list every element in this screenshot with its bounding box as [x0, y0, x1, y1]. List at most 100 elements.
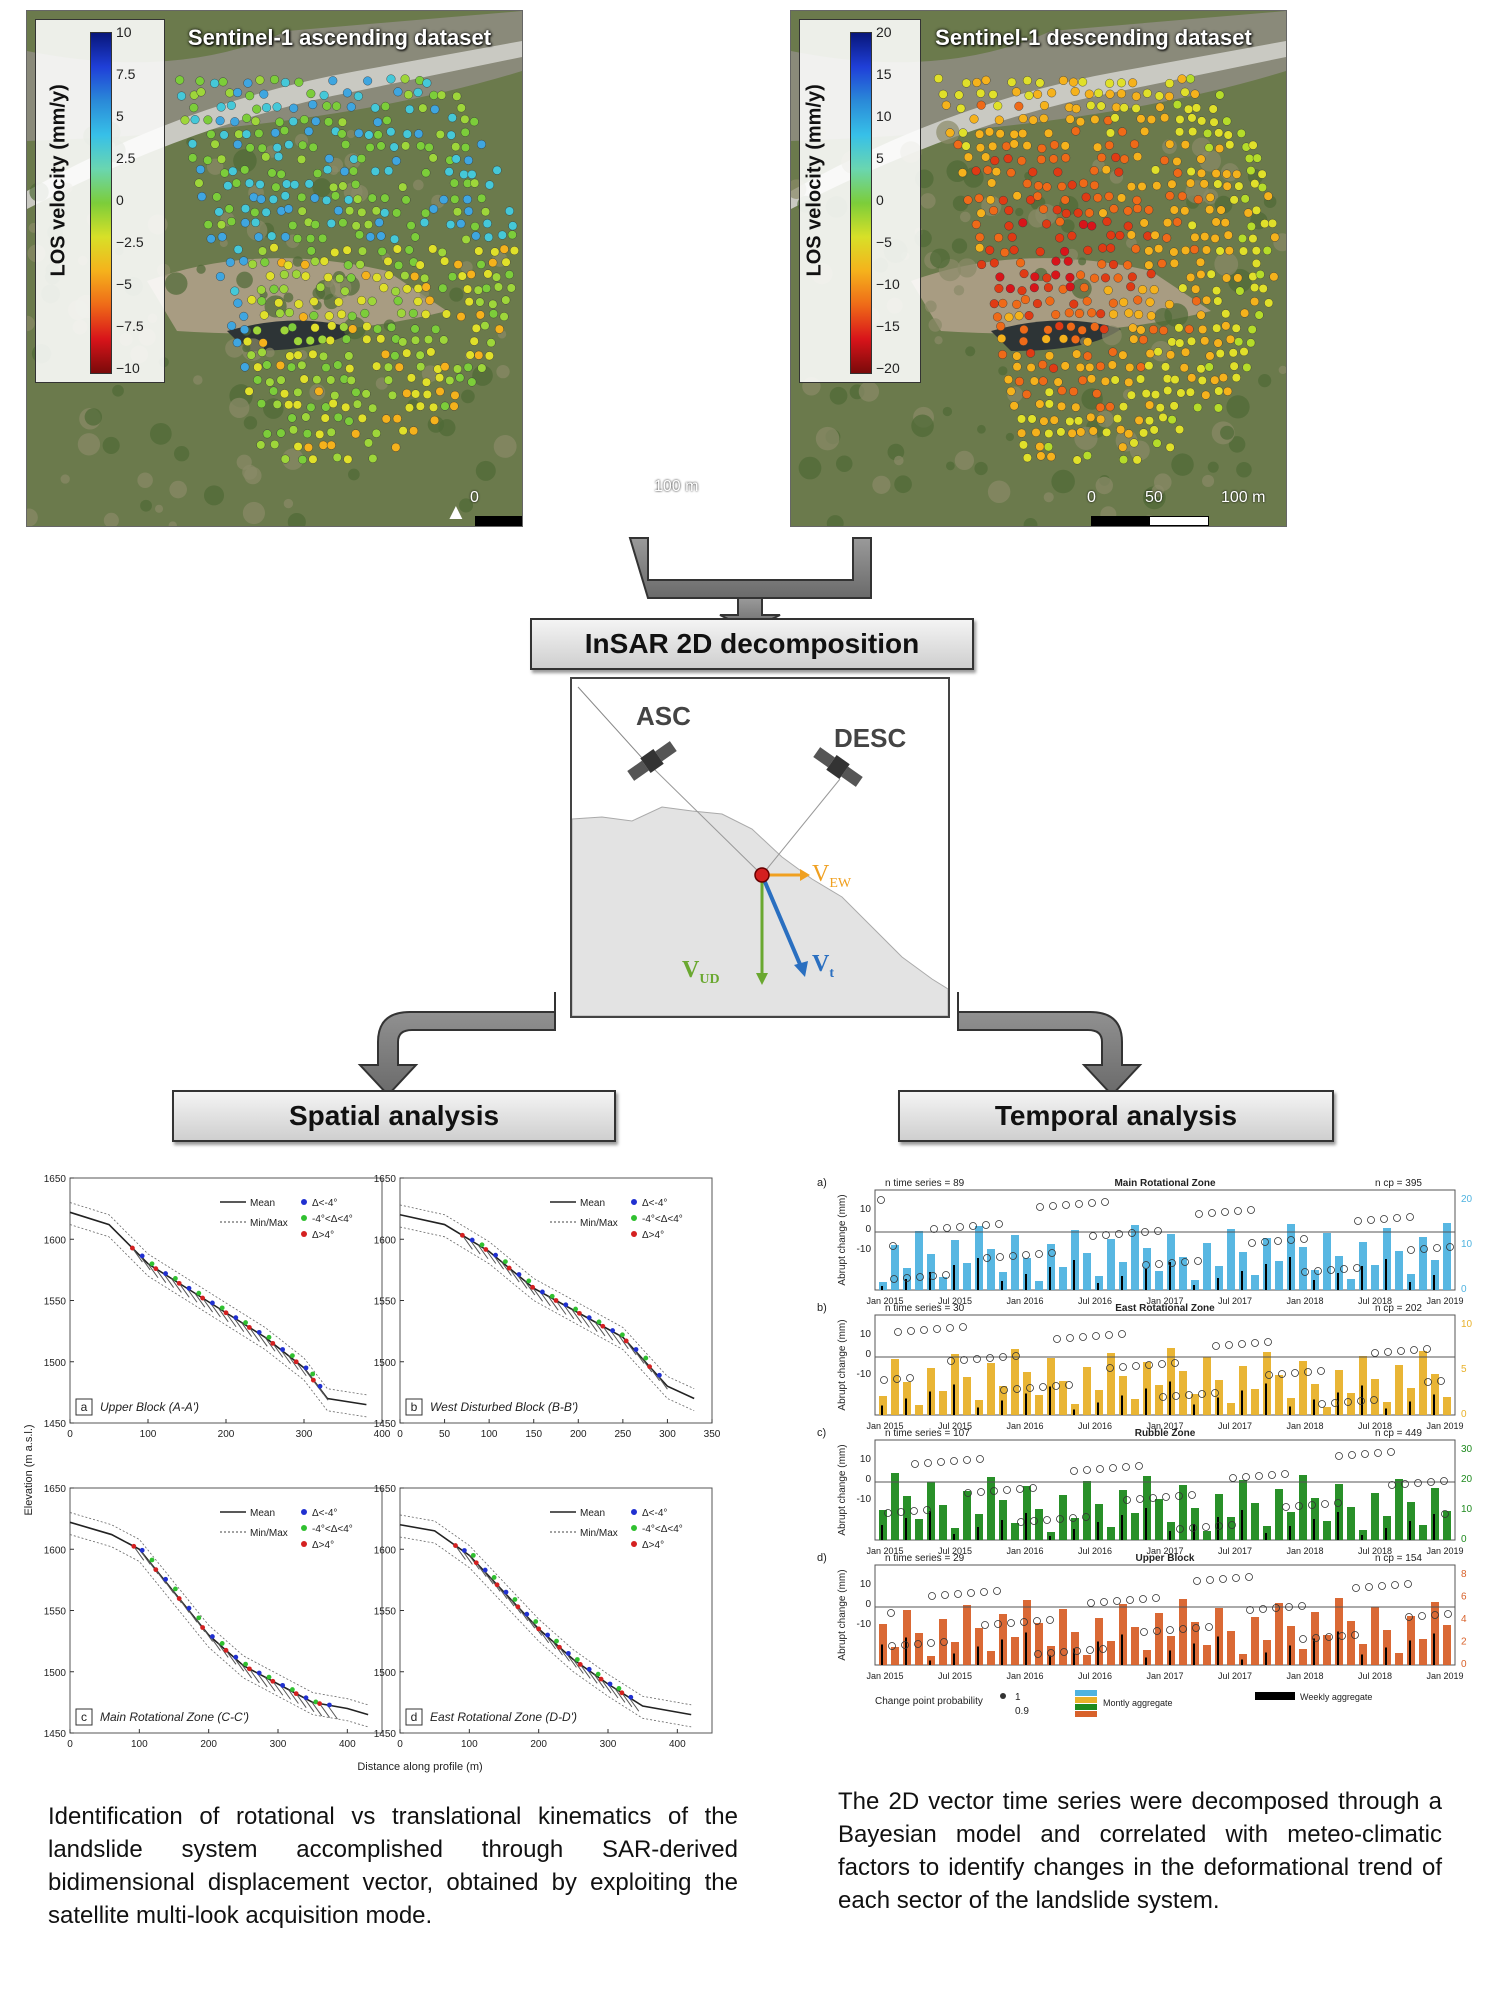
- measurement-point: [414, 129, 424, 139]
- change-point: [1268, 1471, 1276, 1479]
- ytick-label: 1450: [44, 1419, 67, 1430]
- change-point: [1135, 1462, 1143, 1470]
- measurement-point: [1114, 167, 1124, 177]
- vector-angle-dot: [566, 1650, 571, 1656]
- measurement-point: [288, 220, 298, 230]
- temporal-xtick: Jan 2017: [1146, 1296, 1183, 1306]
- displacement-vector: [578, 1313, 590, 1328]
- measurement-point: [1097, 153, 1107, 163]
- legend-monthly: Montly aggregate: [1103, 1698, 1173, 1708]
- vector-angle-dot: [554, 1638, 559, 1644]
- ascending-scale-0: 0: [470, 489, 479, 506]
- vector-angle-dot: [256, 1670, 262, 1676]
- weekly-bar: [1049, 1655, 1051, 1665]
- change-point: [1066, 1334, 1074, 1342]
- weekly-bar: [1313, 1280, 1315, 1290]
- vector-angle-dot: [557, 1644, 562, 1650]
- measurement-point: [244, 178, 254, 188]
- measurement-point: [297, 360, 307, 370]
- change-point: [1285, 1603, 1293, 1611]
- displacement-vector: [287, 1355, 299, 1370]
- monthly-bar: [891, 1359, 899, 1415]
- measurement-point: [1070, 87, 1080, 97]
- profile-axes: [69, 1487, 383, 1734]
- change-point: [1145, 1361, 1153, 1369]
- measurement-point: [348, 324, 358, 334]
- measurement-point: [1180, 140, 1190, 150]
- measurement-point: [188, 139, 198, 149]
- monthly-bar: [1107, 1353, 1115, 1415]
- weekly-bar: [1073, 1260, 1075, 1290]
- measurement-point: [256, 194, 266, 204]
- temporal-ncp: n cp = 395: [1375, 1178, 1422, 1189]
- temporal-panel-name: Main Rotational Zone: [1114, 1178, 1216, 1189]
- measurement-point: [1030, 272, 1040, 282]
- legend-monthly-orange: [1075, 1711, 1097, 1717]
- displacement-vector: [614, 1688, 626, 1703]
- vegetation: [957, 258, 977, 278]
- xtick-label: 400: [374, 1429, 391, 1440]
- measurement-point: [1083, 245, 1093, 255]
- measurement-point: [280, 78, 290, 88]
- vector-angle-dot: [200, 1295, 206, 1301]
- measurement-point: [341, 334, 351, 344]
- temporal-panel-name: Upper Block: [1136, 1553, 1195, 1564]
- measurement-point: [994, 115, 1004, 125]
- displacement-vector: [461, 1235, 473, 1250]
- measurement-point: [1225, 140, 1235, 150]
- change-point: [1033, 1617, 1041, 1625]
- vegetation: [1151, 484, 1164, 497]
- measurement-point: [1014, 376, 1024, 386]
- measurement-point: [228, 166, 238, 176]
- vegetation: [27, 508, 38, 526]
- vector-angle-dot: [563, 1302, 569, 1308]
- change-point: [1158, 1360, 1166, 1368]
- measurement-point: [196, 87, 206, 97]
- measurement-point: [1031, 427, 1041, 437]
- flow-arrows: [357, 537, 1143, 1097]
- vector-angle-dot: [482, 1567, 488, 1573]
- measurement-point: [354, 128, 364, 138]
- measurement-point: [1145, 349, 1155, 359]
- measurement-point: [1065, 416, 1075, 426]
- measurement-point: [1044, 399, 1054, 409]
- measurement-point: [1039, 101, 1049, 111]
- measurement-point: [429, 90, 439, 100]
- weekly-bar: [1337, 1631, 1339, 1665]
- colorbar-tick: 7.5: [116, 66, 136, 82]
- measurement-point: [1178, 283, 1188, 293]
- change-point: [1096, 1465, 1104, 1473]
- measurement-point: [408, 308, 418, 318]
- xtick-label: 300: [600, 1739, 617, 1750]
- measurement-point: [177, 91, 187, 101]
- measurement-point: [428, 153, 438, 163]
- measurement-point: [342, 245, 352, 255]
- count-tick: 0: [1461, 1284, 1467, 1295]
- measurement-point: [1196, 310, 1206, 320]
- change-point: [1168, 1259, 1176, 1267]
- measurement-point: [1129, 334, 1139, 344]
- measurement-point: [225, 88, 235, 98]
- measurement-point: [393, 296, 403, 306]
- change-point: [1043, 1516, 1051, 1524]
- measurement-point: [1029, 376, 1039, 386]
- temporal-xtick: Jul 2016: [1078, 1546, 1112, 1556]
- temporal-ytick: 10: [860, 1204, 872, 1215]
- measurement-point: [252, 104, 262, 114]
- weekly-bar: [1073, 1409, 1075, 1415]
- change-point: [1102, 1231, 1110, 1239]
- change-point: [1251, 1339, 1259, 1347]
- ytick-label: 1450: [44, 1729, 67, 1740]
- weekly-bar: [953, 1653, 955, 1665]
- vector-angle-dot: [628, 1694, 634, 1700]
- measurement-point: [1033, 181, 1043, 191]
- measurement-point: [293, 234, 303, 244]
- measurement-point: [370, 166, 380, 176]
- temporal-panel-3: d) n time series = 29 Upper Block n cp = 15…: [817, 1552, 1467, 1681]
- vegetation: [1164, 303, 1189, 327]
- temporal-xtick: Jan 2018: [1286, 1671, 1323, 1681]
- panel-letter-box: [405, 1398, 423, 1416]
- measurement-point: [1020, 295, 1030, 305]
- measurement-point: [1250, 297, 1260, 307]
- change-point: [1354, 1217, 1362, 1225]
